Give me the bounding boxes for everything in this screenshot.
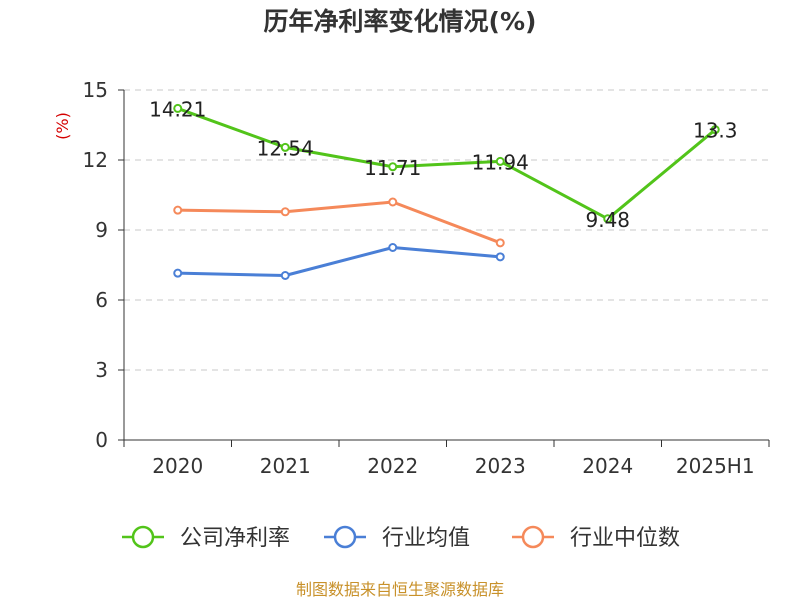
data-point xyxy=(495,156,505,166)
data-label: 13.3 xyxy=(693,119,738,143)
legend-marker xyxy=(333,525,357,549)
data-point xyxy=(280,271,290,280)
x-tick-label: 2025H1 xyxy=(676,454,755,478)
data-point xyxy=(495,238,505,248)
series-line xyxy=(177,200,501,245)
data-labels: 14.21 12.54 11.71 11.94 9.48 13.3 xyxy=(149,97,737,231)
x-tick-label: 2020 xyxy=(152,454,203,478)
x-tick-label: 2023 xyxy=(475,454,526,478)
legend-marker xyxy=(131,525,155,549)
x-tick-label: 2022 xyxy=(367,454,418,478)
y-tick-label: 9 xyxy=(95,218,108,242)
y-axis-label: (%) xyxy=(53,112,72,140)
data-point xyxy=(495,252,505,262)
data-point xyxy=(173,103,183,113)
data-point xyxy=(280,207,290,217)
data-point xyxy=(710,125,720,135)
data-point xyxy=(388,162,398,172)
y-tick-label: 6 xyxy=(95,288,108,312)
y-tick-label: 12 xyxy=(83,148,108,172)
gridlines xyxy=(124,89,769,371)
series-group xyxy=(173,103,720,280)
data-label: 9.48 xyxy=(585,208,630,232)
data-label: 11.94 xyxy=(472,150,529,174)
x-tick-label: 2021 xyxy=(260,454,311,478)
series-line xyxy=(177,246,501,277)
legend-label: 公司净利率 xyxy=(180,526,290,551)
data-point xyxy=(280,142,290,152)
y-tick-label: 15 xyxy=(83,78,108,102)
data-point xyxy=(388,243,398,252)
series-line xyxy=(177,107,717,221)
data-label: 12.54 xyxy=(257,136,314,160)
data-point xyxy=(603,214,613,224)
data-point xyxy=(388,197,398,207)
chart-title: 历年净利率变化情况(%) xyxy=(264,7,537,36)
data-point xyxy=(173,205,183,215)
data-point xyxy=(173,268,183,278)
data-label: 14.21 xyxy=(149,97,206,121)
y-tick-label: 3 xyxy=(95,358,108,382)
x-tick-label: 2024 xyxy=(582,454,633,478)
legend-label: 行业均值 xyxy=(382,526,470,551)
y-tick-label: 0 xyxy=(95,428,108,452)
legend-label: 行业中位数 xyxy=(570,526,680,551)
axes: 0 3 6 9 12 15 2020 2021 2022 2023 2024 2025H1 xyxy=(83,78,770,478)
legend-marker xyxy=(521,525,545,549)
data-label: 11.71 xyxy=(364,156,421,180)
legend: 公司净利率 行业均值 行业中位数 xyxy=(122,525,680,551)
source-note: 制图数据来自恒生聚源数据库 xyxy=(296,580,504,599)
